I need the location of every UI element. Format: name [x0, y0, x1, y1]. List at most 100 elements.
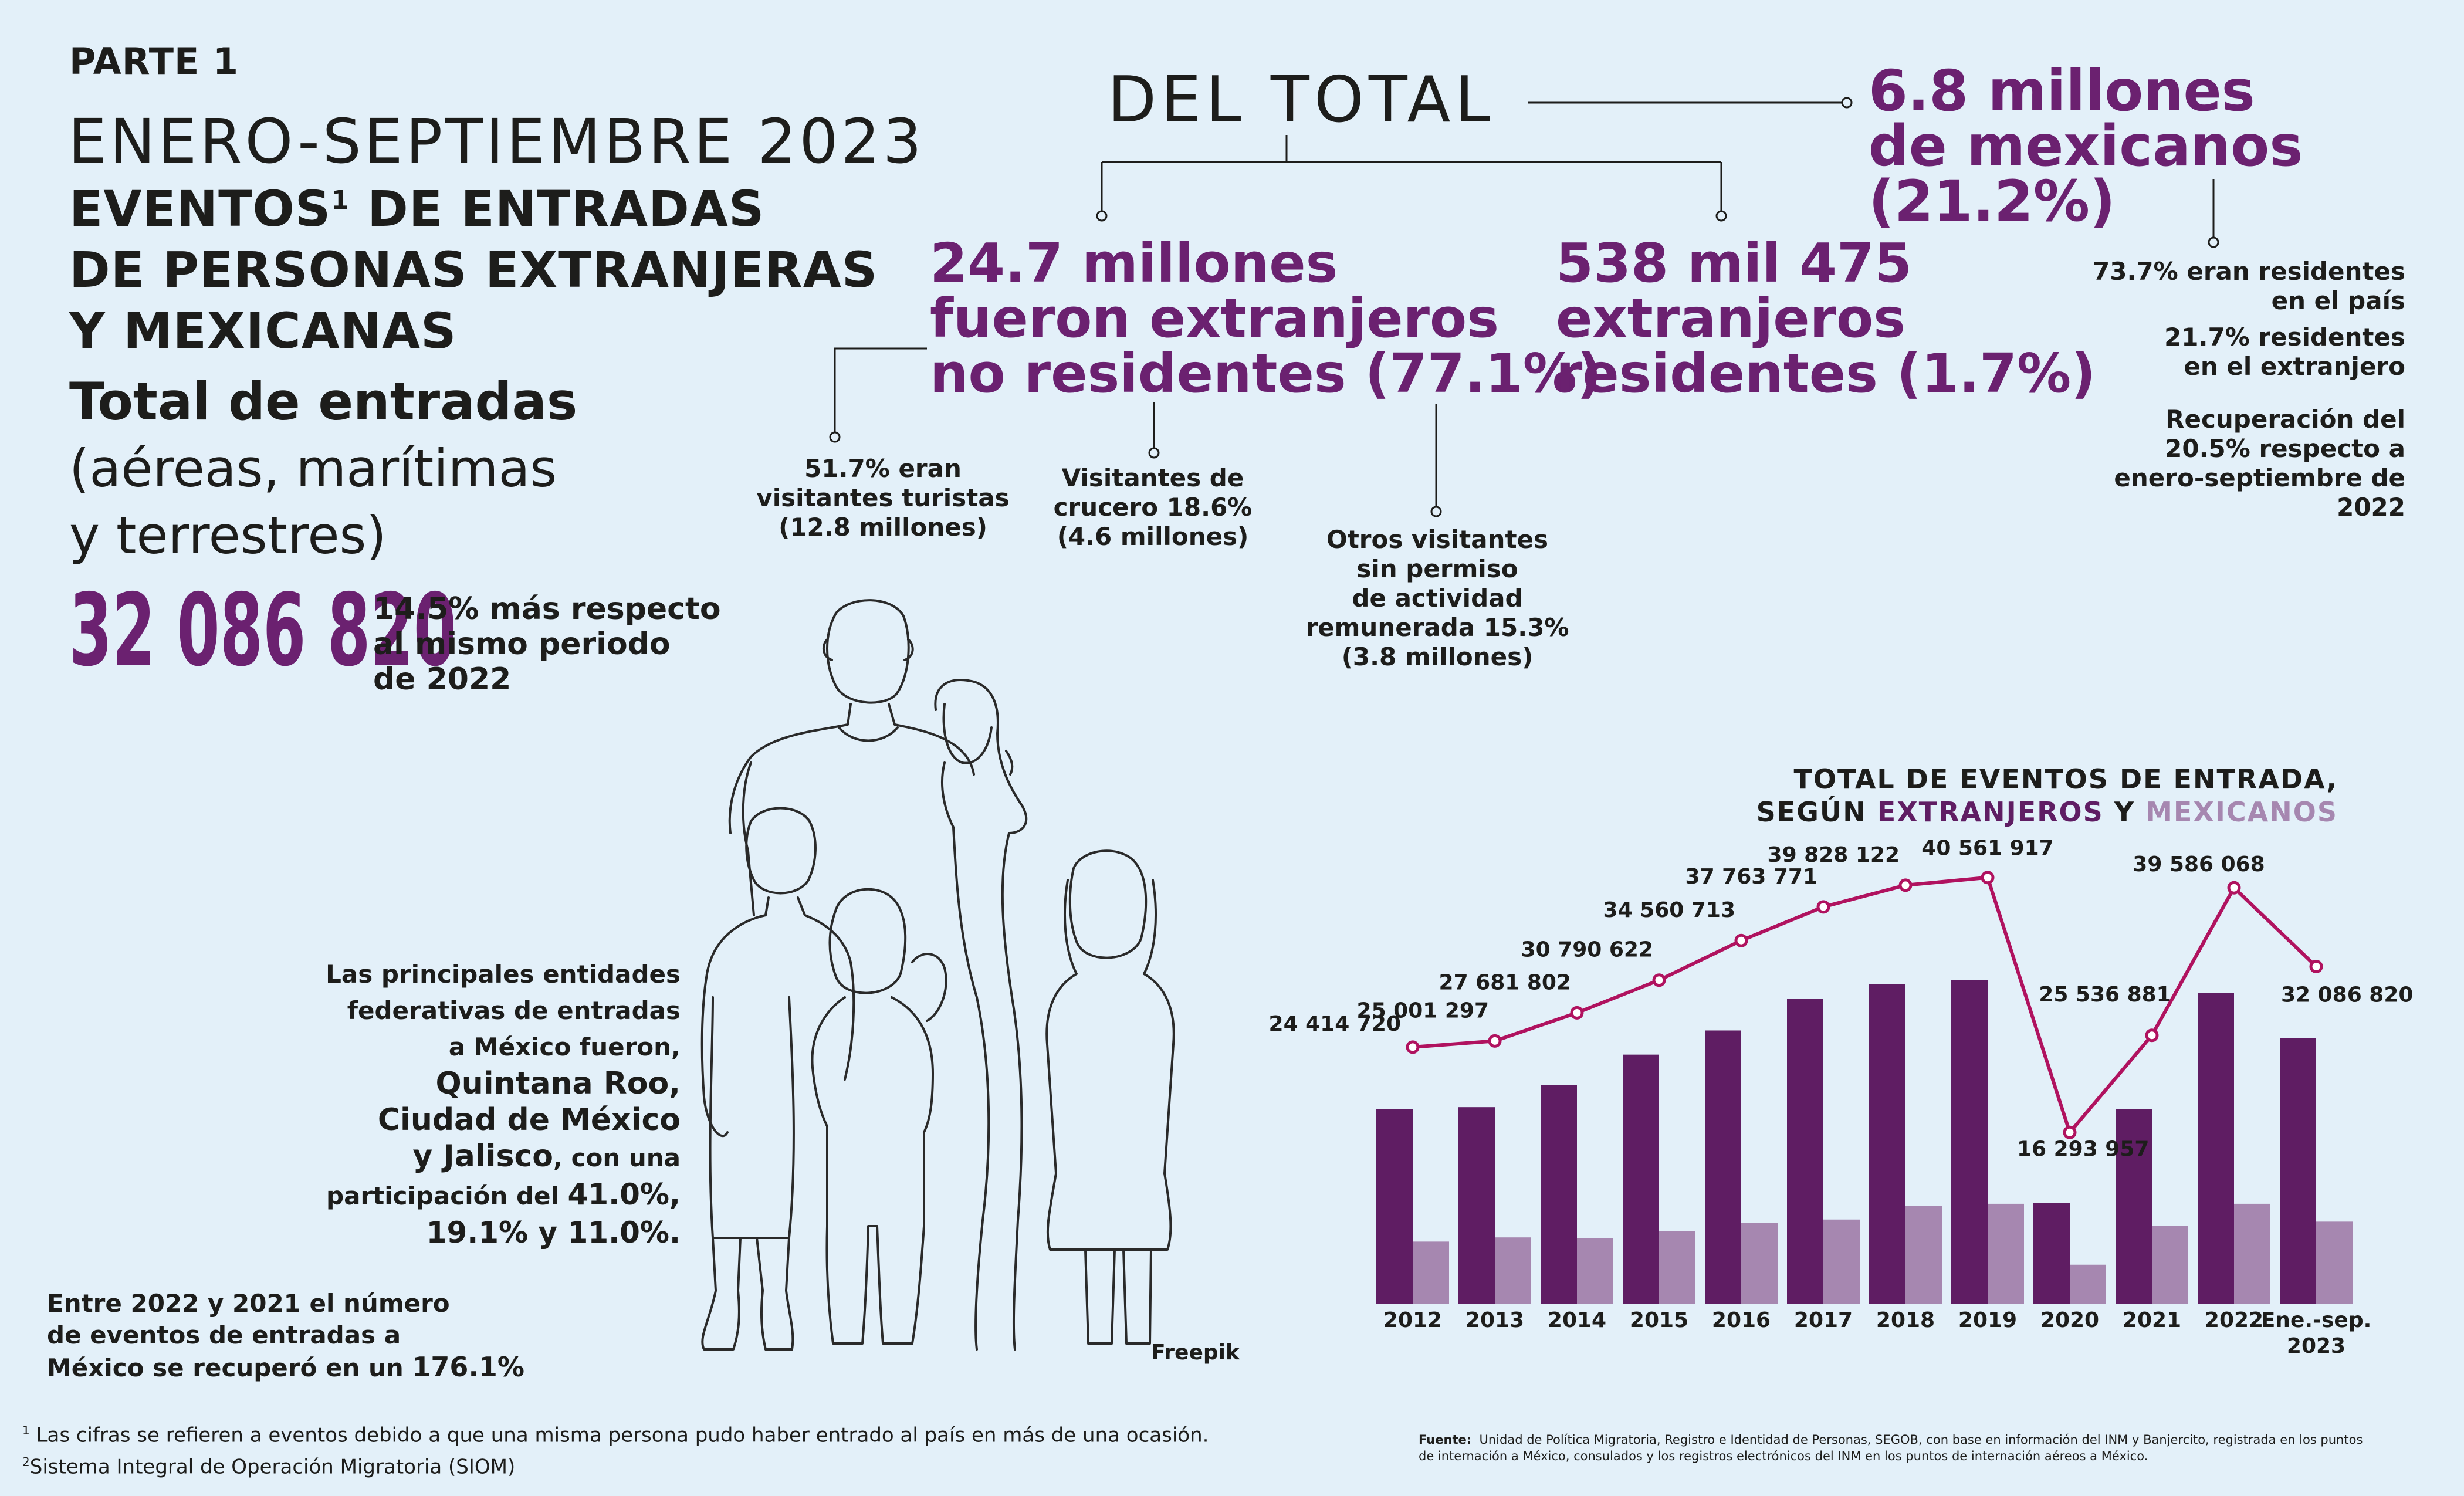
total-value-label: 37 763 771 [1685, 865, 1817, 889]
bar-extranjeros [2198, 993, 2234, 1304]
bar-extranjeros [1869, 984, 1905, 1304]
total-value-label: 39 586 068 [2133, 852, 2265, 876]
recuperacion-2: de eventos de entradas a [47, 1321, 401, 1349]
image-credit: Freepik [1151, 1341, 1240, 1365]
subtitle-line-1: Total de entradas [69, 371, 578, 432]
source-note: Fuente: Unidad de Política Migratoria, R… [1419, 1431, 2387, 1464]
entidades-2: federativas de entradas [347, 996, 681, 1025]
x-tick-label: 2015 [1630, 1308, 1688, 1332]
total-note-2: al mismo periodo [373, 627, 671, 662]
otros-2: sin permiso [1356, 554, 1518, 583]
chart-title-2c: Y [2103, 796, 2146, 828]
total-note-3: de 2022 [373, 662, 512, 697]
res-line-2: extranjeros [1556, 287, 1905, 350]
x-tick-label: 2018 [1876, 1308, 1935, 1332]
no-res-line-3: no residentes (77.1%) [930, 342, 1602, 405]
res-line-3: residentes (1.7%) [1556, 342, 2096, 405]
recuperacion-text: Entre 2022 y 2021 el número de eventos d… [47, 1288, 524, 1384]
chart-title: TOTAL DE EVENTOS DE ENTRADA, SEGÚN EXTRA… [1634, 763, 2338, 828]
no-res-line-2: fueron extranjeros [930, 287, 1499, 350]
total-point [1488, 1034, 1502, 1048]
entidades-1: Las principales entidades [326, 960, 681, 989]
bar-mexicanos [2152, 1226, 2188, 1304]
x-tick-label: 2021 [2123, 1308, 2181, 1332]
otros-5: (3.8 millones) [1341, 642, 1534, 671]
mexicanos-headline: 6.8 millones de mexicanos (21.2%) [1869, 63, 2464, 229]
source-line-2: de internación a México, consulados y lo… [1419, 1449, 2148, 1463]
entidades-6a: y Jalisco [412, 1139, 553, 1174]
total-point [1406, 1040, 1420, 1054]
main-title: EVENTOS1 DE ENTRADAS DE PERSONAS EXTRANJ… [69, 170, 878, 361]
total-point [2309, 959, 2323, 973]
mexicanos-line-2: de mexicanos (21.2%) [1869, 113, 2303, 234]
bar-mexicanos [1413, 1241, 1449, 1304]
footnote-2: Sistema Integral de Operación Migratoria… [29, 1455, 516, 1479]
no-residentes-headline: 24.7 millones fueron extranjeros no resi… [930, 236, 1602, 401]
total-value-label: 39 828 122 [1768, 843, 1900, 867]
bar-extranjeros [1541, 1085, 1577, 1304]
otros-3: de actividad [1352, 584, 1523, 612]
entidades-7a: participación del [326, 1182, 568, 1210]
x-tick-label: 2017 [1794, 1308, 1853, 1332]
bar-mexicanos [1741, 1223, 1778, 1304]
recuperacion-1: Entre 2022 y 2021 el número [47, 1289, 450, 1318]
bar-mexicanos [1495, 1237, 1531, 1304]
bar-mexicanos [1988, 1203, 2024, 1304]
residentes-headline: 538 mil 475 extranjeros residentes (1.7%… [1556, 236, 2096, 401]
bar-mexicanos [2070, 1264, 2106, 1304]
subtitle-line-2: (aéreas, marítimas [69, 438, 557, 499]
mex-detail-3b: 20.5% respecto a [2165, 434, 2405, 463]
mex-detail-1a: 73.7% eran residentes [2093, 257, 2405, 286]
recuperacion-3b: 176.1% [412, 1351, 525, 1383]
total-note-1: 14.5% más respecto [373, 591, 721, 627]
total-point [1734, 933, 1748, 947]
total-point [1981, 871, 1995, 885]
mex-detail-2a: 21.7% residentes [2164, 323, 2405, 351]
total-point [1652, 973, 1666, 987]
mex-detail-3c: enero-septiembre de 2022 [2114, 463, 2405, 522]
x-tick-label: 2014 [1548, 1308, 1606, 1332]
turistas-detail: 51.7% eran visitantes turistas (12.8 mil… [722, 454, 1044, 542]
entidades-text: Las principales entidades federativas de… [258, 956, 681, 1251]
x-tick-label: 2022 [2205, 1308, 2263, 1332]
bar-extranjeros [2033, 1203, 2070, 1304]
total-number: 32 086 820 [69, 573, 457, 689]
turistas-1: 51.7% eran [804, 454, 962, 483]
bar-mexicanos [1577, 1238, 1613, 1304]
del-total-label: DEL TOTAL [1108, 63, 1495, 137]
bar-mexicanos [2234, 1203, 2270, 1304]
title-line-1b: DE ENTRADAS [349, 180, 765, 238]
mexicanos-detail: 73.7% eran residentes en el país 21.7% r… [2053, 257, 2405, 522]
source-line-1: Unidad de Política Migratoria, Registro … [1479, 1433, 2363, 1447]
res-line-1: 538 mil 475 [1556, 232, 1913, 295]
no-res-line-1: 24.7 millones [930, 232, 1338, 295]
total-point [1570, 1006, 1584, 1020]
otros-detail: Otros visitantes sin permiso de activida… [1291, 525, 1584, 672]
bar-extranjeros [1787, 999, 1823, 1304]
bar-extranjeros [1623, 1054, 1659, 1304]
chart-title-mexicanos: MEXICANOS [2145, 796, 2338, 828]
recuperacion-3a: México se recuperó en un [47, 1353, 412, 1382]
bar-extranjeros [1376, 1109, 1413, 1304]
parte-label: PARTE 1 [69, 40, 239, 83]
x-tick-label: 2023 [2287, 1334, 2345, 1358]
total-value-label: 24 414 720 [1269, 1012, 1401, 1036]
entidades-3: a México fueron, [448, 1033, 681, 1061]
bar-mexicanos [1905, 1206, 1942, 1304]
chart-title-1: TOTAL DE EVENTOS DE ENTRADA, [1793, 763, 2338, 795]
total-point [2145, 1028, 2159, 1043]
otros-4: remunerada 15.3% [1305, 613, 1569, 642]
crucero-3: (4.6 millones) [1057, 522, 1249, 551]
total-value-label: 34 560 713 [1603, 898, 1735, 922]
entidades-8: 19.1% y 11.0%. [426, 1216, 681, 1250]
bar-mexicanos [1823, 1219, 1860, 1304]
x-tick-label: 2020 [2040, 1308, 2099, 1332]
crucero-1: Visitantes de [1061, 463, 1244, 492]
total-value-label: 16 293 957 [2017, 1137, 2149, 1161]
bar-mexicanos [1659, 1231, 1695, 1304]
title-line-2: DE PERSONAS EXTRANJERAS [69, 241, 878, 299]
x-tick-label: 2013 [1465, 1308, 1524, 1332]
mex-detail-2b: en el extranjero [2184, 352, 2405, 381]
